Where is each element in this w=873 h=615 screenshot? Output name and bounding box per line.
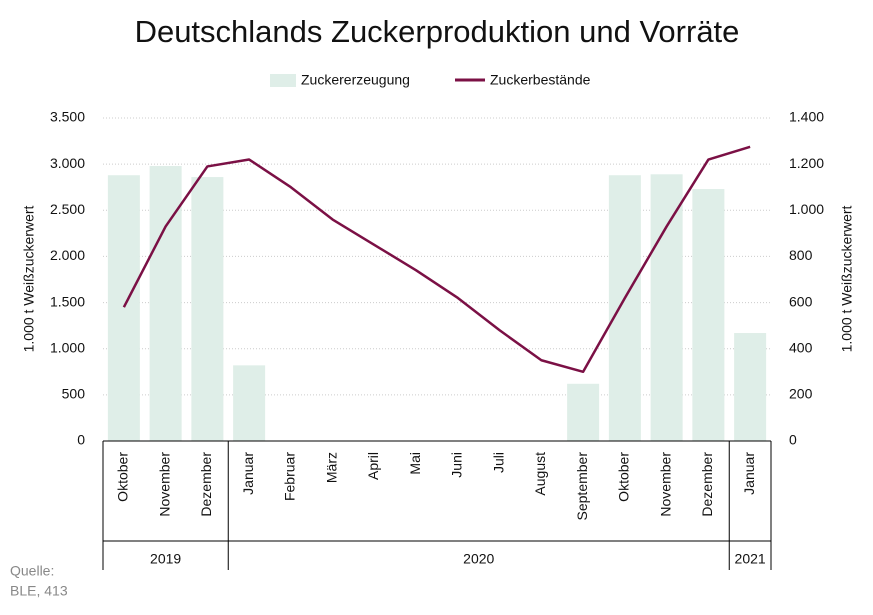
line (122, 145, 751, 374)
y2-tick-label: 200 (789, 386, 813, 402)
y-tick-label: 500 (62, 386, 86, 402)
x-tick-label: April (365, 452, 381, 480)
y2-tick-label: 1.400 (789, 109, 824, 125)
group-label: 2019 (150, 551, 181, 567)
x-tick-label: August (532, 452, 548, 496)
legend-label: Zuckererzeugung (301, 72, 410, 88)
x-tick-label: März (323, 452, 339, 483)
y-tick-label: 0 (77, 432, 85, 448)
x-tick-label: Dezember (699, 452, 715, 517)
bar (233, 365, 266, 441)
bar (191, 177, 224, 441)
y2-tick-label: 400 (789, 339, 813, 355)
x-tick-label: Januar (240, 452, 256, 495)
y2-tick-label: 1.200 (789, 155, 824, 171)
y-axis-title: 1.000 t Weißzuckerwert (21, 205, 37, 352)
x-tick-label: Mai (407, 452, 423, 475)
y-tick-label: 1.000 (50, 339, 85, 355)
x-tick-label: Februar (282, 452, 298, 501)
x-tick-label: September (574, 452, 590, 521)
x-tick-label: Oktober (616, 452, 632, 502)
bar (692, 189, 725, 441)
x-tick-label: Juli (490, 452, 506, 473)
legend-swatch (270, 74, 296, 87)
y2-tick-label: 600 (789, 293, 813, 309)
y-tick-label: 1.500 (50, 293, 85, 309)
y2-tick-label: 0 (789, 432, 797, 448)
bar (107, 175, 140, 441)
x-tick-label: Oktober (115, 452, 131, 502)
x-tick-label: November (657, 452, 673, 517)
bar (608, 175, 641, 441)
bar (734, 333, 767, 441)
y-tick-label: 2.500 (50, 201, 85, 217)
source: BLE, 413 (10, 583, 68, 599)
bar (149, 165, 182, 441)
x-tick-label: Januar (741, 452, 757, 495)
x-tick-label: Juni (449, 452, 465, 478)
bar (650, 174, 683, 441)
y-tick-label: 3.500 (50, 109, 85, 125)
source: Quelle: (10, 563, 54, 579)
x-tick-label: November (156, 452, 172, 517)
bar (567, 383, 600, 441)
y-tick-label: 2.000 (50, 247, 85, 263)
y2-tick-label: 800 (789, 247, 813, 263)
y-tick-label: 3.000 (50, 155, 85, 171)
chart-title: Deutschlands Zuckerproduktion und Vorrät… (135, 14, 740, 49)
y2-axis-title: 1.000 t Weißzuckerwert (839, 205, 855, 352)
group-label: 2021 (735, 551, 766, 567)
x-tick-label: Dezember (198, 452, 214, 517)
legend-label: Zuckerbestände (490, 72, 591, 88)
y2-tick-label: 1.000 (789, 201, 824, 217)
group-label: 2020 (463, 551, 494, 567)
